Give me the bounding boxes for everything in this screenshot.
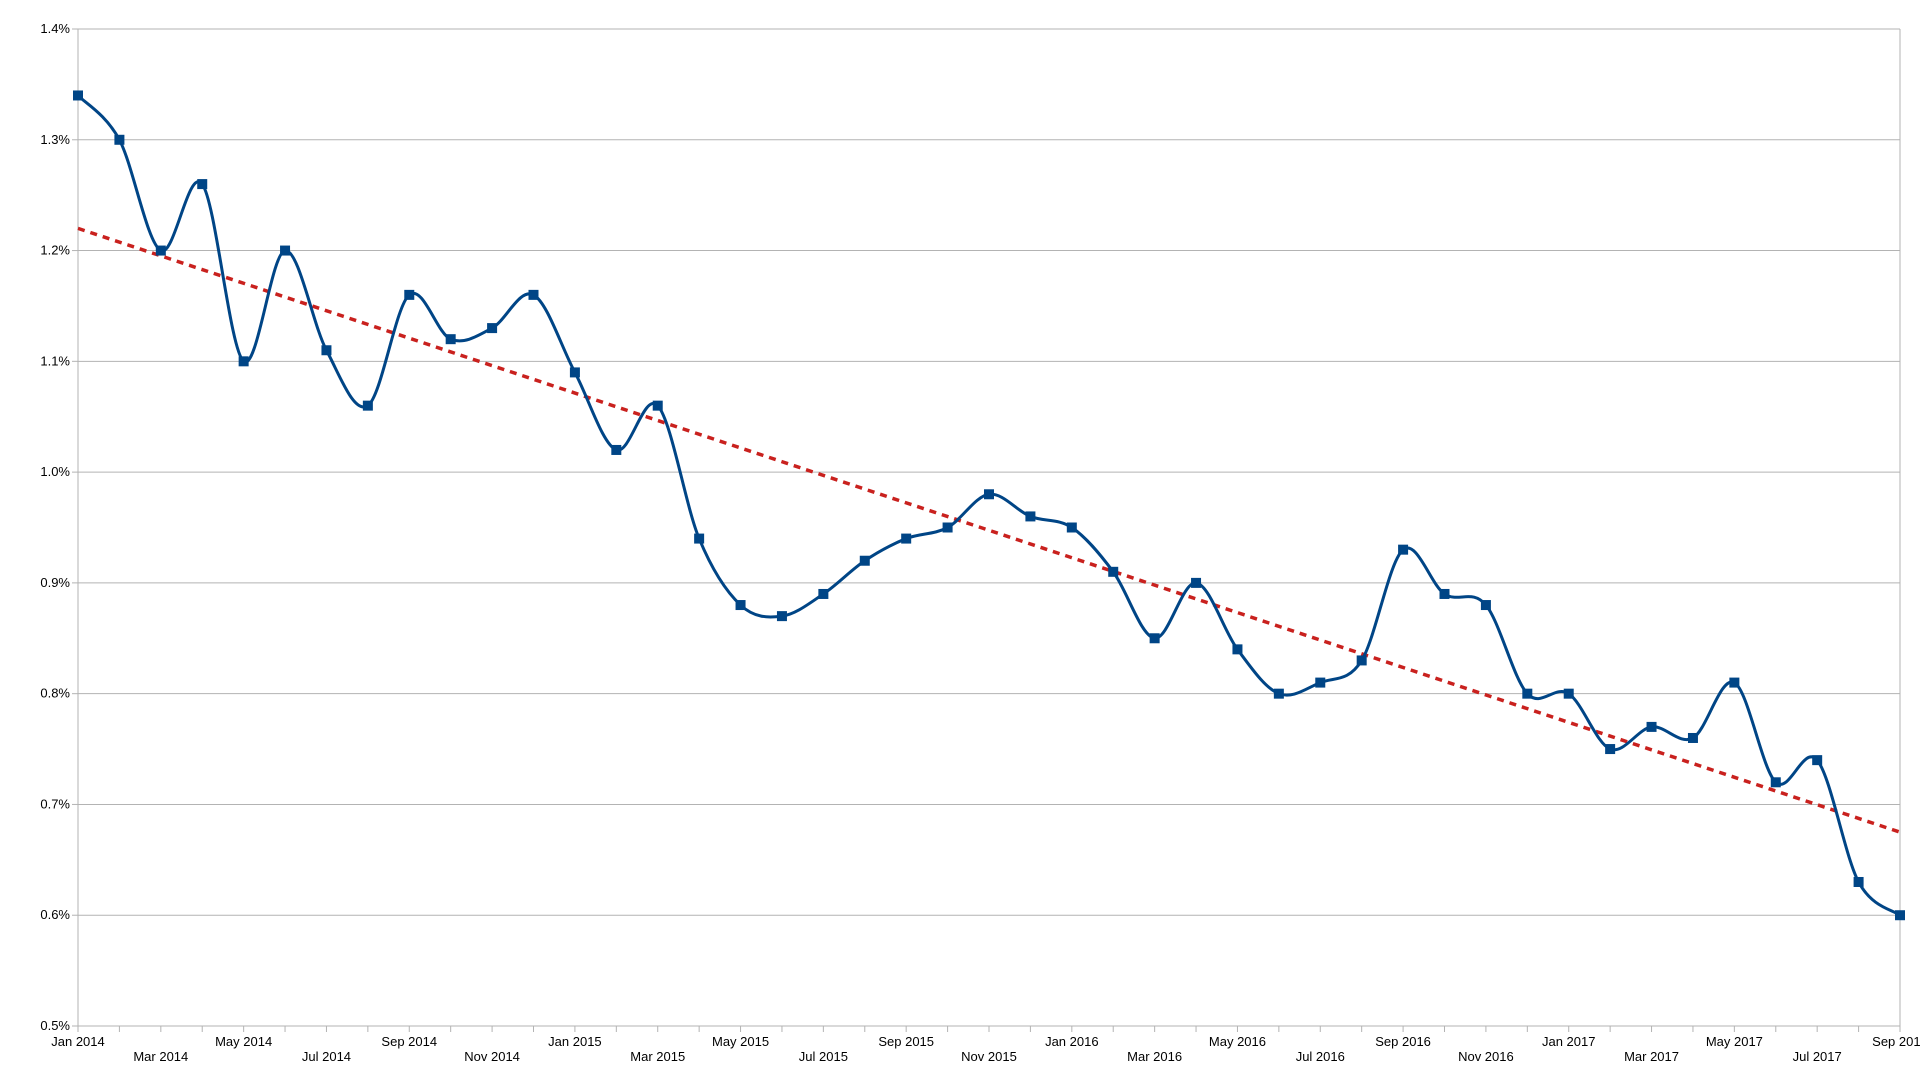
data-point-marker — [1563, 688, 1574, 699]
data-point-marker — [1066, 522, 1077, 533]
y-tick-label: 0.9% — [40, 575, 70, 590]
x-tick-label: Jan 2016 — [1045, 1034, 1099, 1049]
data-point-marker — [1770, 777, 1781, 788]
data-point-marker — [1232, 644, 1243, 655]
x-tick-label: Mar 2014 — [133, 1049, 188, 1064]
data-point-marker — [694, 533, 705, 544]
x-tick-label: Jan 2015 — [548, 1034, 602, 1049]
y-tick-label: 1.4% — [40, 21, 70, 36]
y-tick-labels: 0.5% 0.6% 0.7% 0.8% 0.9% 1.0% 1.1% 1.2% 1.3% 1.4% — [40, 21, 70, 1033]
data-point-marker — [652, 400, 663, 411]
data-point-marker — [1895, 910, 1905, 921]
x-tick-label: Jul 2014 — [302, 1049, 351, 1064]
gridlines — [78, 28, 1900, 1027]
data-point-marker — [1315, 677, 1326, 688]
axes — [72, 28, 1901, 1032]
y-tick-label: 1.0% — [40, 464, 70, 479]
data-point-marker — [1646, 721, 1657, 732]
x-tick-label: Jan 2014 — [51, 1034, 105, 1049]
data-point-marker — [1398, 544, 1409, 555]
x-tick-label: May 2015 — [712, 1034, 769, 1049]
data-point-marker — [1273, 688, 1284, 699]
y-tick-label: 1.1% — [40, 353, 70, 368]
x-tick-label: Nov 2014 — [464, 1049, 520, 1064]
x-tick-label: Nov 2016 — [1458, 1049, 1514, 1064]
data-point-marker — [735, 600, 746, 611]
x-tick-label: Nov 2015 — [961, 1049, 1017, 1064]
data-point-marker — [1149, 633, 1160, 644]
x-tick-label: May 2016 — [1209, 1034, 1266, 1049]
y-tick-label: 1.3% — [40, 132, 70, 147]
data-point-marker — [1108, 566, 1119, 577]
data-point-marker — [487, 323, 498, 334]
data-point-marker — [859, 555, 870, 566]
y-tick-label: 0.8% — [40, 686, 70, 701]
data-point-marker — [1687, 732, 1698, 743]
x-tick-label: May 2017 — [1706, 1034, 1763, 1049]
data-point-marker — [1605, 744, 1616, 755]
data-point-marker — [1853, 876, 1864, 887]
data-point-marker — [404, 289, 415, 300]
data-point-marker — [1812, 755, 1823, 766]
data-point-marker — [1729, 677, 1740, 688]
data-point-marker — [1356, 655, 1367, 666]
data-point-marker — [1025, 511, 1036, 522]
data-series — [73, 90, 1905, 921]
x-tick-label: Mar 2016 — [1127, 1049, 1182, 1064]
data-point-marker — [445, 334, 456, 345]
x-tick-label: Sep 2015 — [878, 1034, 934, 1049]
data-point-marker — [321, 345, 332, 356]
data-point-marker — [197, 179, 208, 190]
y-tick-label: 1.2% — [40, 243, 70, 258]
y-tick-label: 0.6% — [40, 907, 70, 922]
x-tick-label: Jan 2017 — [1542, 1034, 1596, 1049]
data-point-marker — [942, 522, 953, 533]
data-point-marker — [569, 367, 580, 378]
x-tick-label: Jul 2016 — [1296, 1049, 1345, 1064]
data-point-marker — [73, 90, 83, 101]
data-point-marker — [1480, 600, 1491, 611]
data-point-marker — [362, 400, 373, 411]
data-point-marker — [155, 245, 166, 256]
y-tick-label: 0.5% — [40, 1018, 70, 1033]
data-point-marker — [776, 611, 787, 622]
x-tick-label: Sep 2014 — [381, 1034, 437, 1049]
data-point-marker — [1191, 577, 1202, 588]
data-point-marker — [611, 444, 622, 455]
data-point-marker — [901, 533, 912, 544]
x-tick-label: Jul 2015 — [799, 1049, 848, 1064]
x-tick-label: Sep 2016 — [1375, 1034, 1431, 1049]
y-tick-label: 0.7% — [40, 796, 70, 811]
data-point-marker — [1522, 688, 1533, 699]
x-tick-label: Jul 2017 — [1793, 1049, 1842, 1064]
data-point-marker — [114, 134, 125, 145]
data-point-marker — [984, 489, 994, 500]
x-tick-label: May 2014 — [215, 1034, 272, 1049]
x-tick-label: Sep 2017 — [1872, 1034, 1920, 1049]
series-line — [76, 94, 1901, 917]
x-tick-label: Mar 2015 — [630, 1049, 685, 1064]
x-tick-labels: Jan 2014 Mar 2014 May 2014 Jul 2014 Sep 2014… — [51, 1034, 1920, 1064]
x-tick-label: Mar 2017 — [1624, 1049, 1679, 1064]
data-point-marker — [238, 356, 249, 367]
data-point-marker — [818, 588, 829, 599]
data-point-marker — [528, 289, 539, 300]
data-point-marker — [1439, 588, 1450, 599]
data-point-marker — [280, 245, 291, 256]
